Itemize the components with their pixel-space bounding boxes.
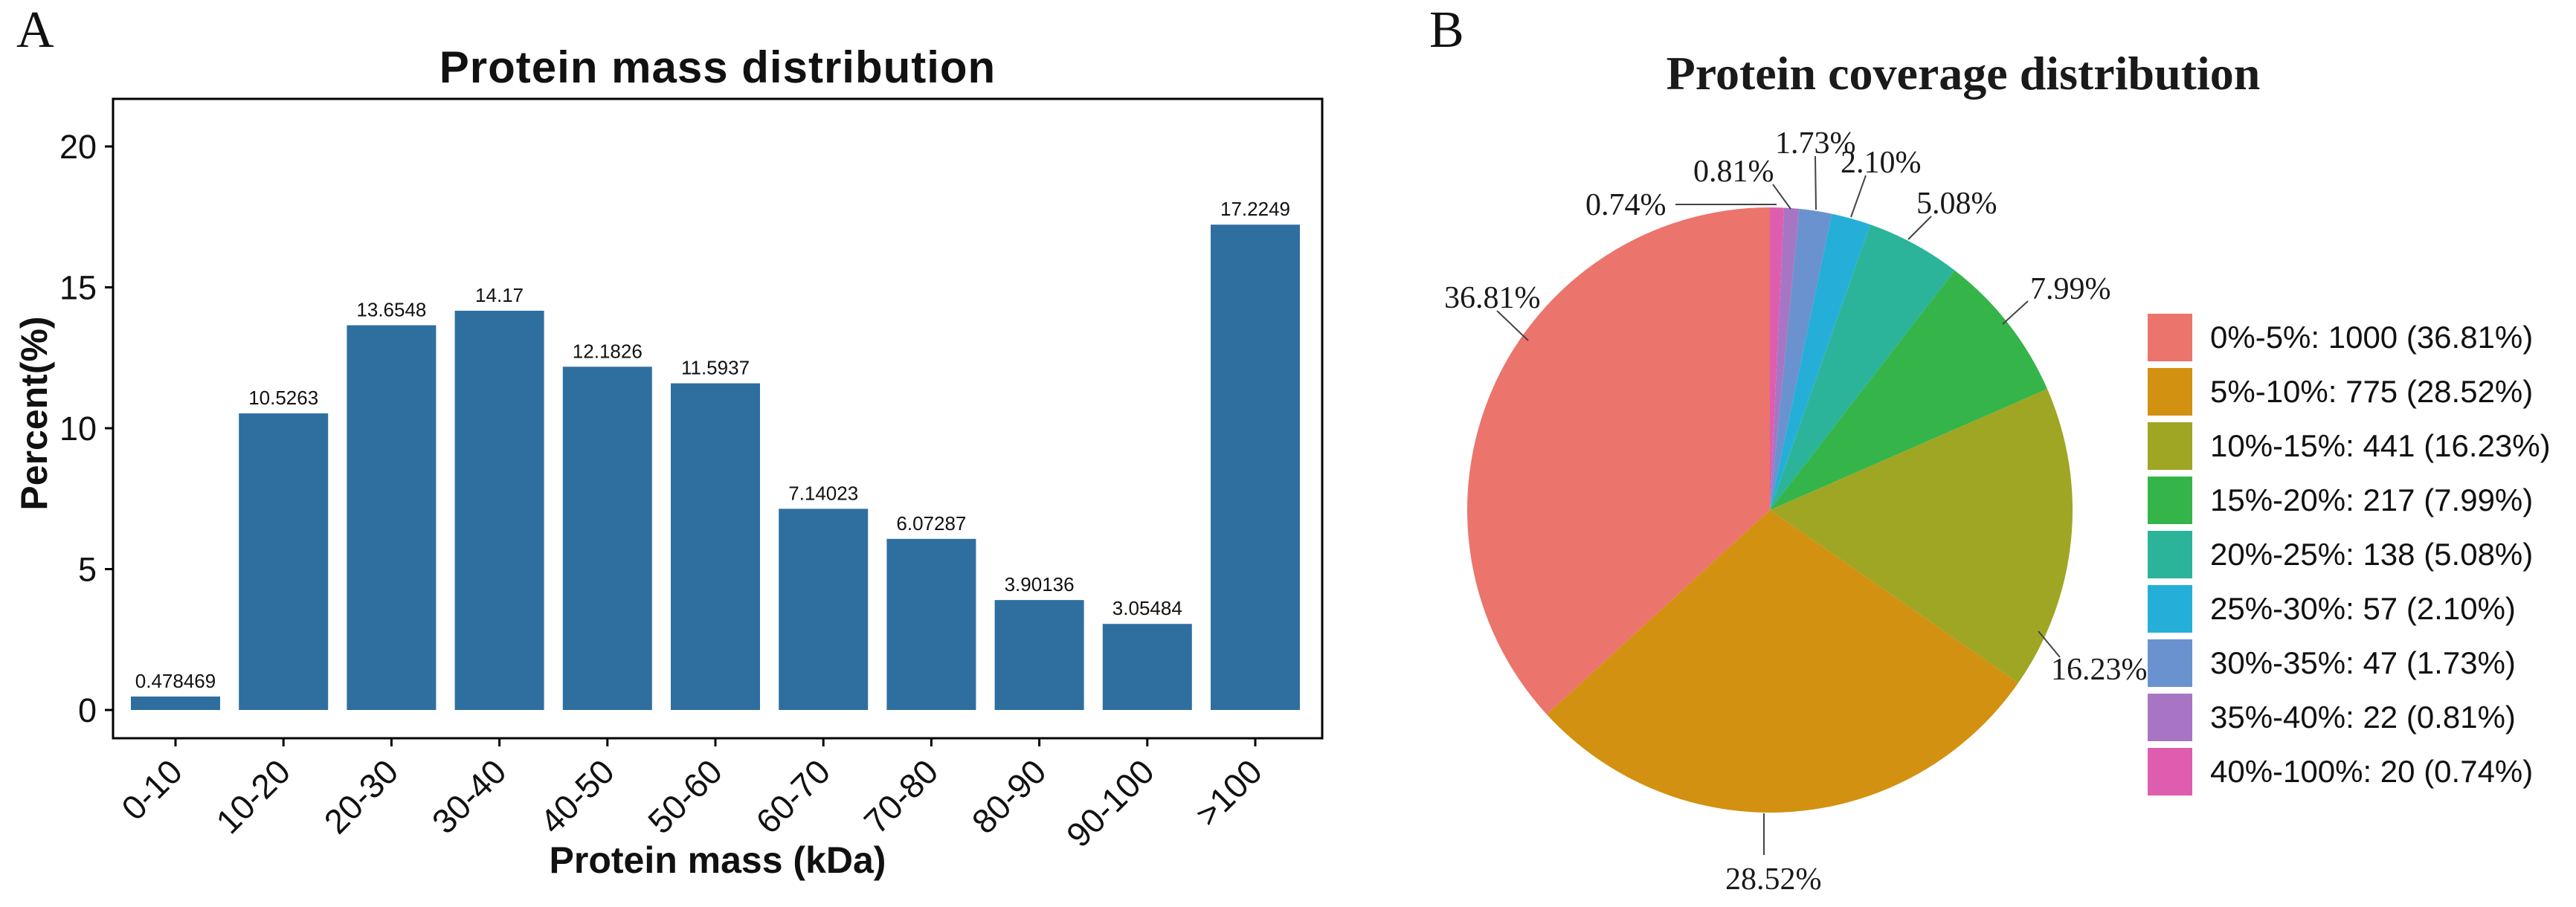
legend-label: 25%-30%: 57 (2.10%) (2210, 591, 2516, 626)
pie-slice-10%-15% (1770, 389, 2073, 683)
x-tick-label: 50-60 (640, 752, 730, 841)
bar (131, 696, 220, 710)
bar-value-label: 7.14023 (788, 482, 858, 504)
pie-leader-line (2002, 300, 2029, 325)
x-tick-label: >100 (1188, 752, 1269, 833)
panel-b-letter: B (1429, 1, 1464, 59)
bar-value-label: 17.2249 (1220, 198, 1290, 220)
pie-slice-label: 1.73% (1775, 126, 1856, 161)
x-tick-label: 0-10 (114, 752, 190, 827)
bar (347, 325, 437, 710)
bar (454, 310, 544, 710)
bar-chart-title: Protein mass distribution (439, 42, 996, 92)
bar-value-label: 11.5937 (681, 357, 750, 379)
legend-label: 20%-25%: 138 (5.08%) (2210, 537, 2534, 572)
bar-value-label: 3.90136 (1005, 573, 1075, 595)
x-tick-label: 60-70 (748, 752, 837, 841)
pie-slice-5%-10% (1546, 510, 2019, 813)
pie-slice-15%-20% (1770, 270, 2047, 510)
panel-a-letter: A (16, 1, 54, 59)
plot-border (112, 97, 1324, 740)
pie-chart-title: Protein coverage distribution (1666, 47, 2261, 100)
x-tick-label: 20-30 (317, 752, 406, 841)
x-tick-label: 10-20 (208, 752, 297, 841)
legend-label: 30%-35%: 47 (1.73%) (2210, 645, 2516, 680)
legend-row: 5%-10%: 775 (28.52%) (2148, 368, 2551, 416)
pie-slice-label: 36.81% (1444, 281, 1541, 315)
pie-slice-40%-100% (1770, 207, 1784, 510)
pie-slice-label: 28.52% (1725, 862, 1822, 897)
x-tick-label: 70-80 (857, 752, 946, 841)
legend-row: 20%-25%: 138 (5.08%) (2148, 531, 2551, 578)
pie-leader-line (1850, 175, 1867, 218)
bar-value-label: 10.5263 (248, 387, 318, 409)
bar-value-label: 0.478469 (135, 670, 216, 692)
bar-chart-x-axis-label: Protein mass (kDa) (549, 839, 886, 881)
legend-swatch (2148, 639, 2192, 687)
legend-swatch (2148, 422, 2192, 470)
pie-leader-line (1496, 310, 1529, 341)
legend-swatch (2148, 694, 2192, 741)
legend-swatch (2148, 477, 2192, 524)
pie-leader-line (1907, 216, 1932, 240)
bar (779, 509, 869, 710)
legend-label: 35%-40%: 22 (0.81%) (2210, 700, 2516, 735)
bar-value-label: 13.6548 (356, 298, 426, 320)
legend-row: 40%-100%: 20 (0.74%) (2148, 748, 2551, 795)
x-tick-label: 80-90 (965, 752, 1054, 841)
bar (239, 413, 329, 710)
legend-swatch (2148, 314, 2192, 361)
legend-row: 10%-15%: 441 (16.23%) (2148, 422, 2551, 470)
x-tick-label: 40-50 (532, 752, 622, 841)
pie-slice-25%-30% (1770, 213, 1870, 510)
bar (994, 600, 1084, 710)
legend-label: 5%-10%: 775 (28.52%) (2210, 374, 2534, 409)
pie-slice-20%-25% (1770, 225, 1955, 510)
pie-slice-35%-40% (1770, 207, 1800, 510)
y-tick-label: 20 (59, 128, 97, 166)
legend-swatch (2148, 531, 2192, 578)
pie-slice-30%-35% (1770, 208, 1832, 510)
pie-slice-0%-5% (1467, 207, 1770, 714)
bar-value-label: 6.07287 (896, 512, 966, 535)
pie-slice-label: 2.10% (1841, 146, 1922, 180)
bar (671, 383, 760, 710)
pie-slice-label: 5.08% (1916, 187, 1997, 221)
pie-leader-line (1815, 155, 1817, 210)
pie-leader-line (2038, 630, 2061, 658)
legend-swatch (2148, 748, 2192, 795)
legend-row: 0%-5%: 1000 (36.81%) (2148, 314, 2551, 361)
y-tick-label: 15 (59, 269, 97, 307)
pie-slice-label: 0.74% (1585, 188, 1667, 222)
legend-swatch (2148, 585, 2192, 633)
y-tick-label: 0 (78, 691, 97, 729)
legend-row: 35%-40%: 22 (0.81%) (2148, 694, 2551, 741)
pie-slice-label: 16.23% (2051, 653, 2148, 687)
bar (1211, 225, 1300, 711)
bar (562, 367, 652, 710)
bar-chart-y-axis-label: Percent(%) (13, 316, 55, 511)
bar-value-label: 14.17 (475, 284, 524, 306)
pie-legend: 0%-5%: 1000 (36.81%) 5%-10%: 775 (28.52%)… (2148, 314, 2551, 802)
bar (1102, 624, 1192, 710)
bar (886, 538, 976, 710)
legend-label: 15%-20%: 217 (7.99%) (2210, 482, 2534, 517)
legend-label: 10%-15%: 441 (16.23%) (2210, 428, 2551, 463)
y-tick-label: 5 (78, 551, 97, 589)
legend-row: 25%-30%: 57 (2.10%) (2148, 585, 2551, 633)
bar-value-label: 12.1826 (573, 340, 643, 362)
legend-label: 40%-100%: 20 (0.74%) (2210, 754, 2534, 789)
legend-row: 15%-20%: 217 (7.99%) (2148, 477, 2551, 524)
y-tick-label: 10 (59, 410, 97, 448)
x-tick-label: 30-40 (425, 752, 514, 841)
legend-row: 30%-35%: 47 (1.73%) (2148, 639, 2551, 687)
legend-label: 0%-5%: 1000 (36.81%) (2210, 320, 2534, 355)
pie-slice-label: 7.99% (2030, 272, 2111, 306)
bar-value-label: 3.05484 (1112, 597, 1182, 619)
pie-leader-line (1772, 184, 1791, 210)
legend-swatch (2148, 368, 2192, 416)
pie-slice-label: 0.81% (1693, 155, 1774, 189)
